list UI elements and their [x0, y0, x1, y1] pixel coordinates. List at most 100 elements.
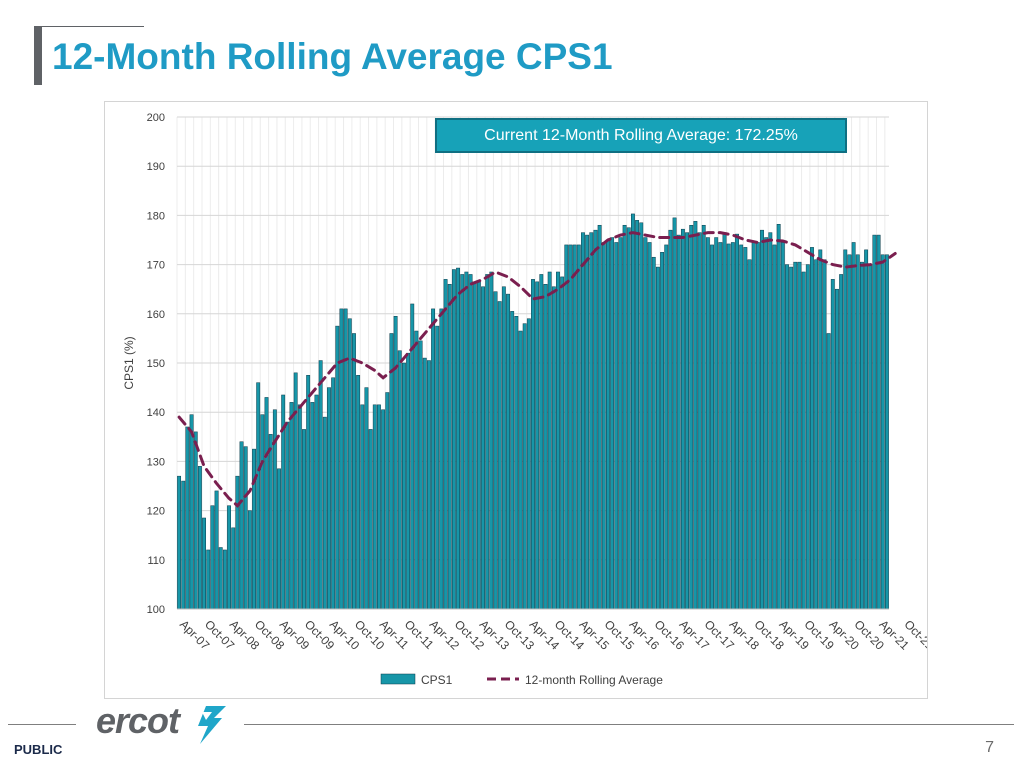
ercot-logo-text: ercot	[96, 700, 180, 741]
cps1-bar	[672, 217, 677, 610]
cps1-bar	[368, 429, 373, 610]
cps1-bar	[422, 357, 427, 610]
chart-frame: 100 110 120 130 140 150 160 170 180 190 200 Apr-07 O…	[104, 101, 928, 699]
cps1-bar	[839, 274, 844, 610]
cps1-bar	[497, 301, 502, 610]
cps1-bar	[456, 267, 460, 610]
cps1-bar	[372, 404, 377, 610]
y-axis-label: CPS1 (%)	[122, 336, 136, 389]
cps1-bar	[318, 360, 323, 610]
cps1-bar	[818, 249, 823, 610]
title-accent-bar	[34, 27, 42, 85]
cps1-bar	[843, 249, 848, 610]
cps1-bar	[835, 288, 839, 610]
cps1-bar	[514, 316, 519, 610]
y-tick-label: 170	[147, 260, 165, 272]
rolling-average-callout: Current 12-Month Rolling Average: 172.25…	[435, 118, 847, 153]
cps1-bar	[231, 527, 236, 610]
cps1-bar	[884, 254, 889, 610]
cps1-bar	[630, 213, 635, 610]
cps1-bar	[539, 274, 544, 610]
cps1-bar	[614, 242, 619, 610]
cps1-bar	[185, 426, 190, 610]
cps1-bar	[426, 360, 431, 610]
cps1-bar	[277, 468, 281, 610]
cps1-bar	[197, 466, 202, 610]
cps1-bar	[418, 340, 423, 610]
footer-rule-left	[8, 724, 76, 725]
cps1-bar	[331, 377, 336, 610]
cps1-bar	[810, 247, 814, 610]
cps1-bar	[864, 249, 869, 610]
cps1-bar	[206, 549, 211, 610]
cps1-bar	[801, 271, 806, 610]
cps1-bar	[560, 276, 565, 610]
cps1-bar	[739, 244, 744, 610]
cps1-bar	[285, 421, 290, 610]
cps1-bar	[401, 362, 406, 610]
cps1-bar	[302, 429, 306, 610]
cps1-bar	[431, 308, 436, 610]
cps1-bar	[306, 375, 311, 610]
cps1-bar	[451, 269, 456, 610]
y-tick-label: 180	[147, 210, 165, 222]
cps1-bar	[535, 281, 540, 610]
cps1-bar	[685, 232, 689, 610]
cps1-bar	[668, 229, 673, 610]
cps1-bar	[764, 237, 769, 610]
cps1-bar	[476, 281, 481, 610]
cps1-bar	[805, 264, 810, 610]
cps1-bar	[485, 274, 490, 610]
cps1-bar	[760, 229, 764, 610]
cps1-bar	[718, 242, 723, 610]
cps1-bar	[322, 416, 327, 610]
cps1-bar	[181, 480, 186, 610]
cps1-bar	[581, 232, 585, 610]
cps1-bar	[335, 325, 340, 610]
cps1-bar	[643, 237, 648, 610]
page-number: 7	[985, 739, 994, 756]
cps1-bar	[218, 547, 223, 610]
cps1-bar	[618, 237, 623, 610]
cps1-bar	[489, 271, 494, 610]
cps1-bar	[243, 446, 248, 610]
cps1-bar	[177, 475, 182, 610]
cps1-bar	[227, 505, 231, 610]
cps1-bar	[730, 242, 735, 610]
legend-swatch-cps1	[380, 673, 416, 685]
cps1-bar	[793, 261, 798, 610]
cps1-bar	[356, 375, 361, 610]
cps1-bar	[651, 256, 656, 610]
cps1-bar	[789, 266, 794, 610]
cps1-bar	[556, 271, 560, 610]
cps1-bar	[639, 222, 644, 610]
cps1-bar	[518, 330, 523, 610]
y-tick-label: 200	[147, 112, 165, 124]
cps1-bar	[377, 404, 381, 610]
cps1-bar	[239, 441, 244, 610]
cps1-bar	[289, 402, 294, 610]
cps1-bar	[214, 490, 219, 610]
cps1-bar	[851, 242, 856, 610]
cps1-bar	[701, 224, 706, 610]
cps1-bar	[506, 293, 510, 610]
cps1-bar	[543, 284, 548, 610]
cps1-bar	[635, 220, 640, 610]
cps1-bar	[743, 247, 748, 610]
cps1-bar	[393, 316, 398, 610]
cps1-bar	[510, 311, 515, 610]
cps1-bar	[830, 279, 835, 610]
cps1-bar	[297, 404, 302, 610]
cps1-bar	[339, 308, 344, 610]
cps1-bar	[531, 279, 535, 610]
cps1-bar	[747, 259, 752, 610]
cps1-bar	[647, 242, 652, 610]
cps1-bar	[722, 232, 727, 610]
cps1-bar	[735, 233, 739, 610]
cps1-bar	[826, 333, 831, 610]
cps1-bar	[597, 224, 602, 610]
cps1-bar	[235, 475, 240, 610]
cps1-bar	[655, 266, 660, 610]
rolling-average-line	[177, 231, 897, 508]
cps1-bar	[589, 232, 594, 610]
